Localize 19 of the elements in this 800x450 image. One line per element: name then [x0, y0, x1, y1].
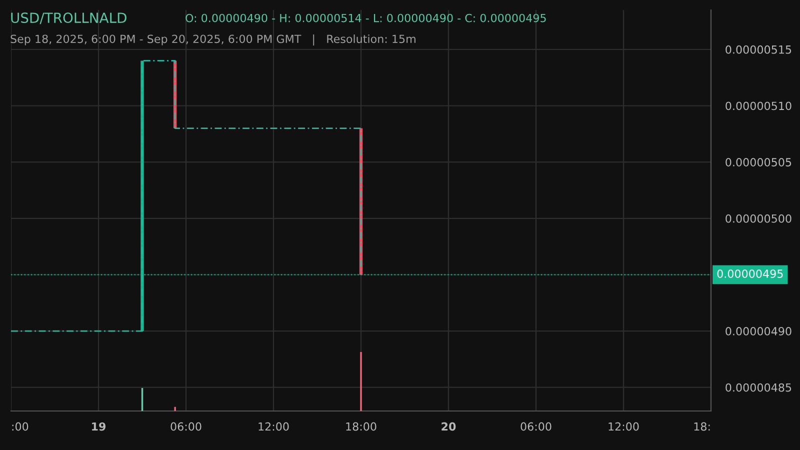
- x-tick-label: :00: [12, 422, 28, 431]
- chart-title: USD/TROLLNALD: [11, 12, 126, 24]
- x-tick-label: 12:00: [258, 422, 289, 431]
- x-tick-label: 06:00: [520, 422, 552, 431]
- x-tick-label: 19: [92, 422, 106, 431]
- y-tick-label: 0.00000485: [726, 383, 792, 392]
- y-tick-label: 0.00000500: [726, 214, 792, 223]
- y-tick-label: 0.00000510: [726, 102, 792, 110]
- y-tick-label: 0.00000515: [726, 45, 792, 54]
- annotation: O: 0.00000490 - H: 0.00000514 - L: 0.00000490 - C: 0.00000495: [186, 14, 546, 22]
- y-tick-label: 0.00000490: [726, 327, 792, 336]
- x-tick-label: 12:00: [608, 422, 639, 431]
- x-tick-label: 20: [442, 422, 456, 431]
- x-tick-label: 06:00: [170, 422, 202, 431]
- ref-line-label: 0.00000495: [717, 270, 783, 278]
- y-tick-label: 0.00000505: [726, 158, 792, 166]
- x-tick-label: 18:: [694, 422, 710, 431]
- text: Sep 18, 2025, 6:00 PM - Sep 20, 2025, 6:00 PM GMT | Resolution: 15m: [10, 34, 416, 46]
- x-tick-label: 18:00: [346, 422, 376, 431]
